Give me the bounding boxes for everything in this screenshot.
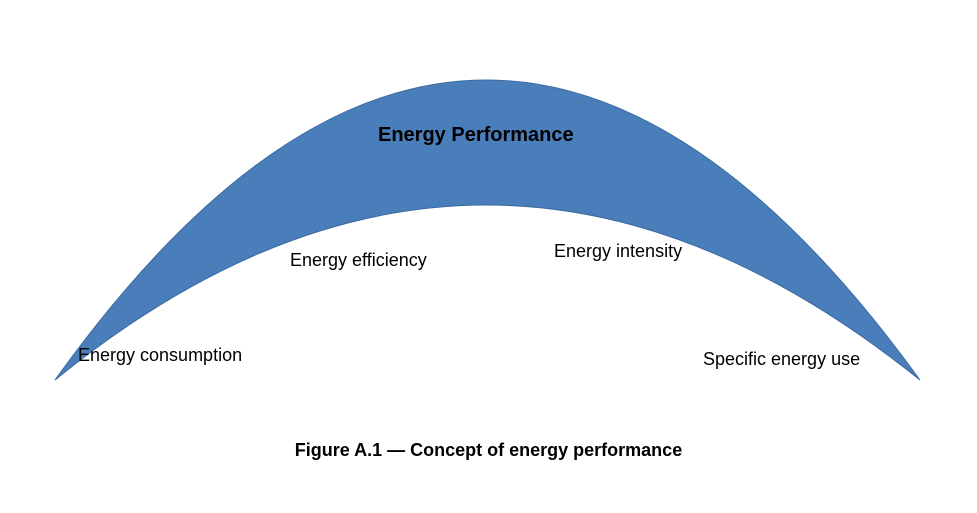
label-specific-energy-use: Specific energy use bbox=[703, 349, 860, 370]
label-energy-consumption: Energy consumption bbox=[78, 345, 242, 366]
diagram-stage: Energy Performance Energy efficiency Ene… bbox=[0, 0, 977, 513]
figure-caption: Figure A.1 — Concept of energy performan… bbox=[0, 440, 977, 461]
label-energy-efficiency: Energy efficiency bbox=[290, 250, 427, 271]
arc-title: Energy Performance bbox=[378, 124, 574, 147]
crescent-shape bbox=[0, 0, 977, 513]
label-energy-intensity: Energy intensity bbox=[554, 241, 682, 262]
